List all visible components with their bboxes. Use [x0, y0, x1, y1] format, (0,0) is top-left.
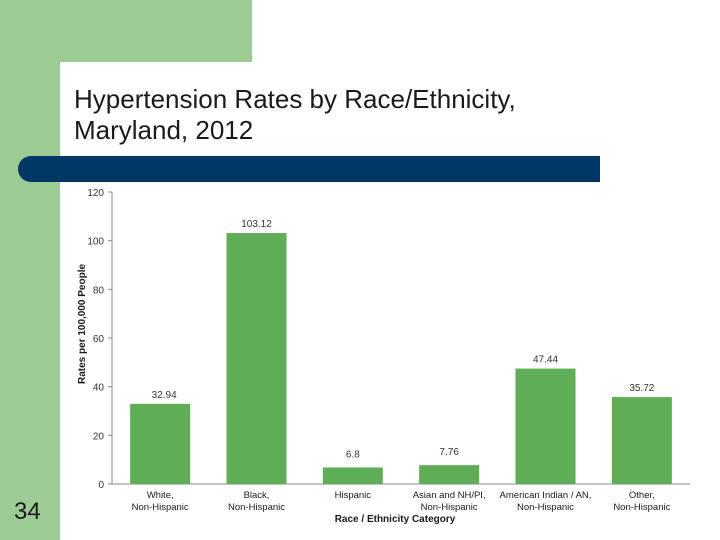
- y-axis-label: Rates per 100,000 People: [77, 264, 88, 385]
- y-tick-label: 0: [98, 480, 104, 491]
- data-label: 103.12: [241, 219, 272, 230]
- data-label: 6.8: [346, 449, 360, 460]
- bar: [419, 465, 480, 484]
- y-tick-label: 80: [93, 285, 105, 296]
- data-label: 35.72: [629, 383, 654, 394]
- title-divider-bar: [18, 156, 600, 182]
- y-tick-label: 100: [87, 237, 104, 248]
- bar: [226, 233, 287, 484]
- data-label: 32.94: [152, 390, 177, 401]
- y-tick-label: 120: [87, 188, 104, 199]
- y-tick-label: 20: [93, 431, 105, 442]
- category-label: Asian and NH/PI, Non-Hispanic: [413, 490, 486, 513]
- category-label: American Indian / AN, Non-Hispanic: [500, 490, 592, 513]
- bar: [515, 368, 576, 484]
- bar: [611, 397, 672, 484]
- x-axis-label: Race / Ethnicity Category: [335, 514, 456, 525]
- category-label: White, Non-Hispanic: [132, 490, 189, 513]
- page-number: 34: [14, 498, 41, 525]
- data-label: 47.44: [533, 355, 558, 366]
- category-label: Hispanic: [335, 490, 372, 501]
- data-label: 7.76: [439, 447, 459, 458]
- bar: [322, 467, 383, 484]
- y-tick-label: 40: [93, 383, 105, 394]
- category-label: Black, Non-Hispanic: [228, 490, 285, 513]
- accent-band-left: [0, 0, 60, 540]
- bar: [130, 403, 191, 484]
- y-tick-label: 60: [93, 334, 105, 345]
- slide-title: Hypertension Rates by Race/Ethnicity, Ma…: [74, 84, 516, 145]
- category-label: Other, Non-Hispanic: [613, 490, 670, 513]
